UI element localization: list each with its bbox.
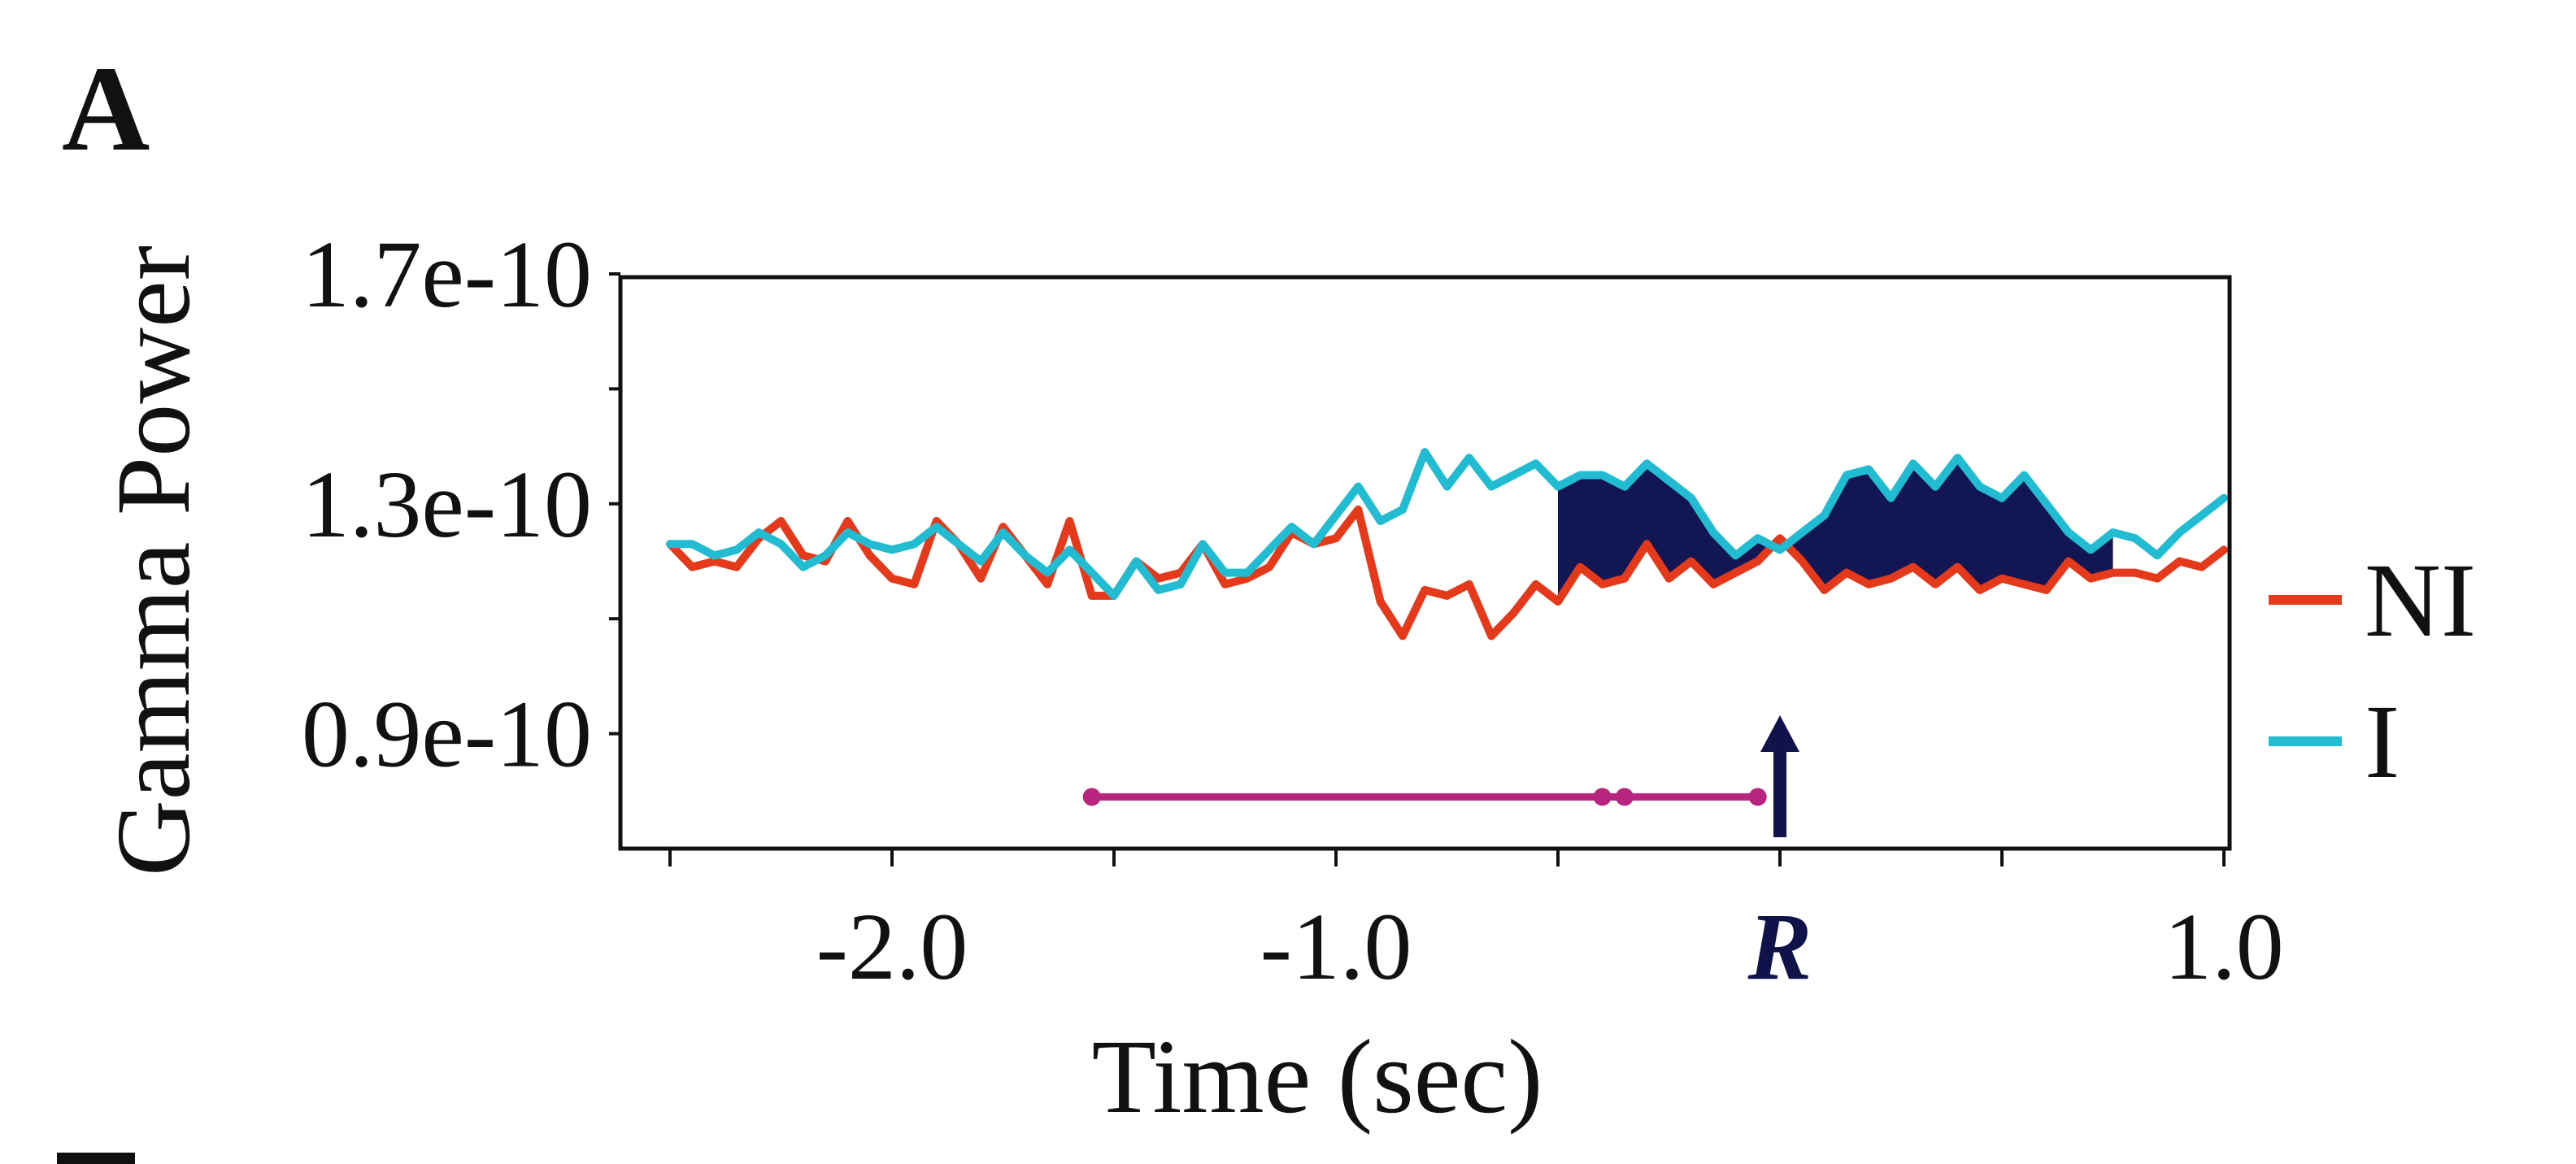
interval-marker-1 <box>1593 788 1612 806</box>
interval-marker-2 <box>1615 788 1634 806</box>
response-arrow-head <box>1760 715 1799 752</box>
y-tick-label: 0.9e-10 <box>302 681 592 788</box>
plot-area <box>666 448 2228 837</box>
x-tick-label-response: R <box>1747 893 1812 1000</box>
x-ticks <box>668 849 2226 866</box>
next-panel-label-fragment <box>57 1153 135 1164</box>
y-tick-label: 1.7e-10 <box>302 221 592 328</box>
y-tick-labels: 1.7e-10 1.3e-10 0.9e-10 <box>302 221 592 788</box>
legend: NI I <box>2269 542 2476 801</box>
series-line-i <box>666 448 2228 600</box>
y-tick-label: 1.3e-10 <box>302 451 592 558</box>
interval-marker-3 <box>1748 788 1767 806</box>
series-line-ni <box>666 505 2228 641</box>
x-tick-label: -2.0 <box>816 893 968 1000</box>
x-tick-label: 1.0 <box>2164 893 2284 1000</box>
legend-label-ni: NI <box>2365 542 2476 659</box>
x-axis-label: Time (sec) <box>1092 1018 1543 1136</box>
y-axis-label: Gamma Power <box>95 245 212 876</box>
plot-frame <box>618 275 2232 851</box>
interval-marker-0 <box>1082 788 1101 806</box>
x-tick-label: -1.0 <box>1260 893 1412 1000</box>
x-tick-labels: -2.0 -1.0 R 1.0 <box>816 893 2284 1000</box>
panel-label: A <box>62 41 150 176</box>
legend-label-i: I <box>2365 684 2400 801</box>
